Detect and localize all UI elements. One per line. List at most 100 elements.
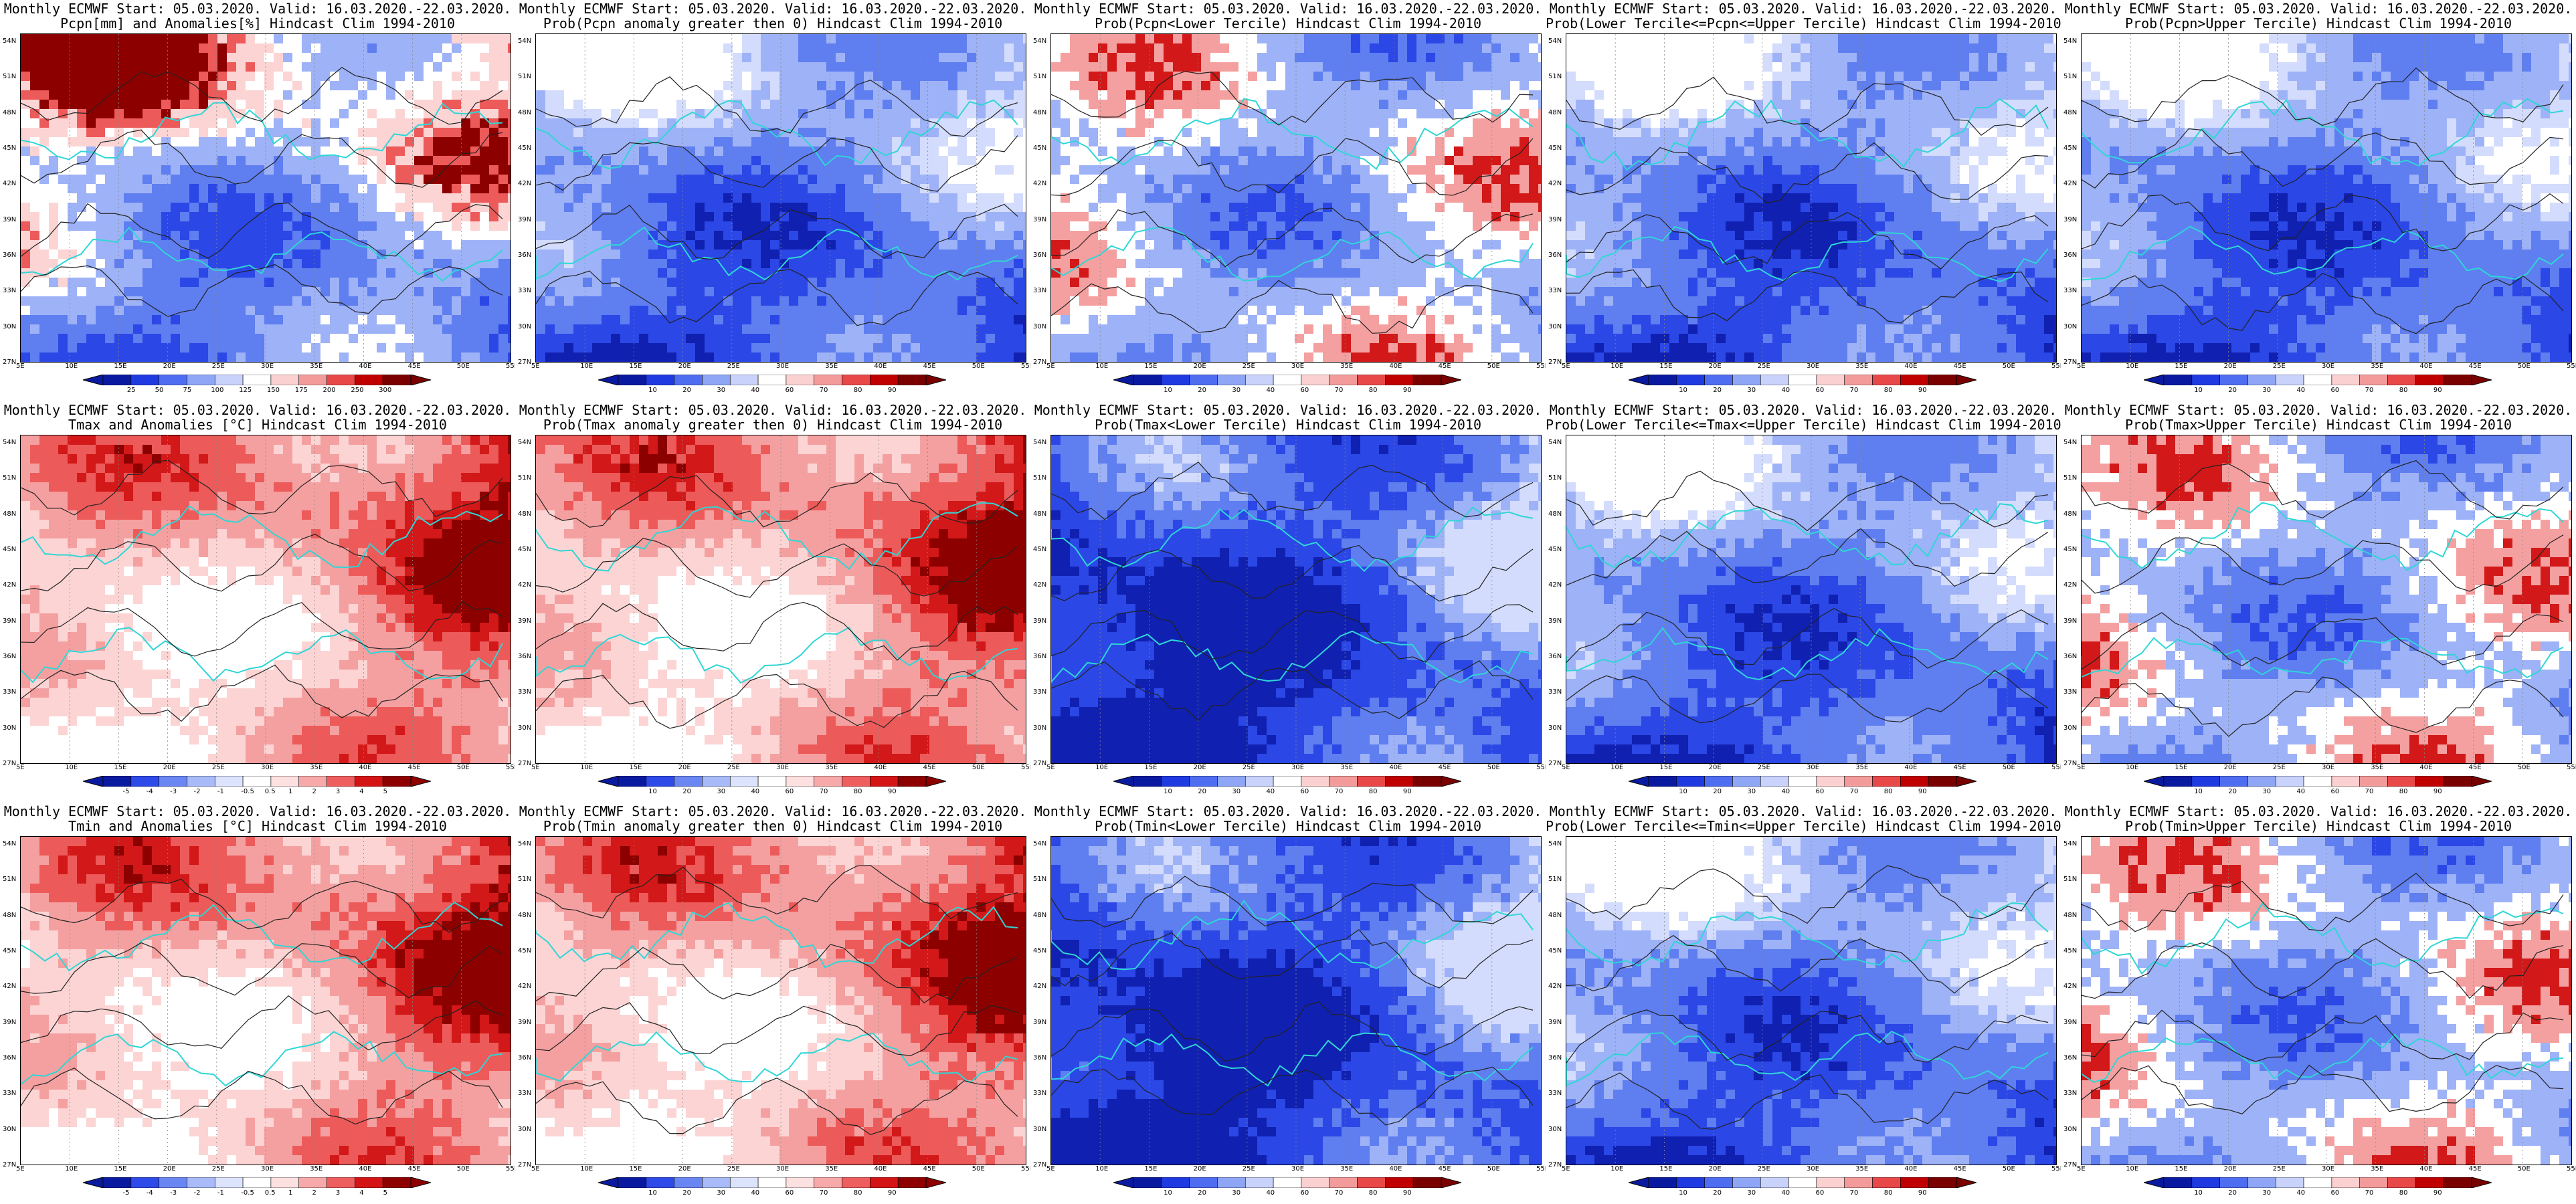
coastline: [2082, 637, 2564, 678]
colorbar-tick-label: 3: [336, 1189, 340, 1197]
colorbar-segment: [870, 375, 899, 385]
colorbar-arrow: [2144, 375, 2165, 385]
latitude-label: 42N: [1548, 983, 1562, 990]
colorbar-tick-label: 40: [751, 387, 759, 394]
latitude-label: 39N: [1033, 216, 1046, 223]
longitude-label: 35E: [1855, 764, 1868, 771]
forecast-map: [2081, 836, 2572, 1165]
longitude-label: 50E: [2518, 1165, 2531, 1173]
latitude-label: 51N: [3, 474, 16, 482]
panel-title-line1: Monthly ECMWF Start: 05.03.2020. Valid: …: [515, 804, 1030, 819]
latitude-label: 27N: [518, 359, 531, 366]
colorbar-segment: [1760, 375, 1789, 385]
longitude-label: 55E: [1021, 1165, 1030, 1173]
colorbar-tick-label: 2: [312, 1189, 316, 1197]
contour-line: [2082, 460, 2564, 520]
longitude-label: 20E: [1709, 1165, 1722, 1173]
contour-line: [21, 264, 503, 317]
latitude-label: 51N: [518, 876, 531, 883]
latitude-label: 36N: [1548, 252, 1562, 259]
latitude-label: 42N: [3, 581, 16, 589]
colorbar-tick-label: 2: [312, 788, 316, 795]
latitude-label: 54N: [2063, 37, 2077, 45]
colorbar-arrow: [410, 375, 431, 385]
longitude-label: 55E: [2567, 363, 2576, 370]
colorbar-tick-label: 40: [2296, 1189, 2305, 1197]
latitude-label: 54N: [3, 439, 16, 446]
latitude-label: 30N: [1548, 323, 1562, 330]
colorbar-arrow: [2471, 375, 2492, 385]
colorbar-segment: [1788, 1177, 1817, 1188]
contour-line: [536, 865, 1018, 920]
latitude-label: 45N: [2063, 947, 2077, 955]
latitude-label: 36N: [518, 653, 531, 660]
colorbar-arrow: [2471, 776, 2492, 787]
colorbar: [1113, 1177, 1461, 1188]
colorbar-segment: [1844, 375, 1873, 385]
longitude-label: 30E: [1807, 764, 1819, 771]
colorbar-segment: [298, 776, 327, 787]
longitude-label: 20E: [678, 764, 691, 771]
longitude-label: 45E: [1954, 764, 1966, 771]
colorbar-tick-label: 10: [1164, 788, 1172, 795]
longitude-label: 55E: [1536, 1165, 1546, 1173]
contour-line: [1051, 604, 1534, 663]
contour-line: [2082, 534, 2564, 594]
longitude-label: 45E: [1954, 1165, 1966, 1173]
longitude-label: 35E: [1340, 764, 1353, 771]
colorbar-segment: [2275, 375, 2304, 385]
longitude-label: 45E: [1954, 363, 1966, 370]
colorbar: [598, 1177, 946, 1188]
colorbar-tick-label: 10: [2194, 1189, 2203, 1197]
longitude-label: 5E: [2077, 363, 2086, 370]
contour-line: [536, 602, 1018, 661]
colorbar-segment: [842, 1177, 870, 1188]
colorbar: [1113, 375, 1461, 385]
colorbar-segment: [2275, 1177, 2304, 1188]
contour-line: [1051, 544, 1534, 602]
colorbar-tick-label: 80: [854, 788, 862, 795]
latitude-label: 39N: [2063, 216, 2077, 223]
colorbar-segment: [1816, 776, 1845, 787]
forecast-map: [1050, 33, 1542, 363]
contour-line: [1051, 138, 1534, 197]
colorbar-segment: [674, 1177, 703, 1188]
colorbar-tick-label: 4: [359, 788, 363, 795]
colorbar-segment: [355, 776, 383, 787]
colorbar-segment: [270, 1177, 300, 1188]
panel-title-line2: Prob(Lower Tercile<=Pcpn<=Upper Tercile)…: [1546, 16, 2061, 31]
colorbar-tick-label: 10: [1679, 788, 1687, 795]
latitude-label: 51N: [518, 73, 531, 80]
colorbar-tick-label: 90: [1918, 788, 1927, 795]
colorbar-tick-label: 40: [751, 1189, 759, 1197]
colorbar-tick-label: 125: [239, 387, 252, 394]
longitude-label: 25E: [727, 1165, 740, 1173]
colorbar-tick-label: 0.5: [265, 788, 276, 795]
panel-title-line2: Prob(Tmax>Upper Tercile) Hindcast Clim 1…: [2061, 417, 2576, 432]
latitude-label: 51N: [1548, 73, 1562, 80]
longitude-label: 50E: [2003, 764, 2015, 771]
longitude-label: 45E: [1439, 764, 1451, 771]
colorbar-tick-label: 90: [1918, 387, 1927, 394]
longitude-label: 40E: [1904, 1165, 1917, 1173]
colorbar-segment: [1329, 1177, 1358, 1188]
map-panel: Monthly ECMWF Start: 05.03.2020. Valid: …: [0, 0, 515, 401]
colorbar-segment: [702, 776, 731, 787]
latitude-label: 36N: [518, 252, 531, 259]
colorbar-segment: [1704, 776, 1733, 787]
colorbar-segment: [870, 776, 899, 787]
contour-line: [2082, 67, 2564, 126]
coastline: [1051, 899, 1534, 971]
contour-line: [1566, 142, 2049, 204]
longitude-label: 5E: [531, 1165, 540, 1173]
colorbar-tick-label: 90: [2433, 788, 2442, 795]
colorbar-tick-label: 250: [351, 387, 363, 394]
coastline: [2082, 225, 2564, 281]
colorbar-tick-label: 50: [155, 387, 164, 394]
contour-line: [1566, 269, 2049, 324]
longitude-label: 25E: [1243, 1165, 1255, 1173]
latitude-label: 27N: [2063, 359, 2077, 366]
colorbar-tick-label: 60: [2331, 788, 2340, 795]
colorbar-segment: [1245, 776, 1274, 787]
latitude-label: 45N: [2063, 144, 2077, 152]
